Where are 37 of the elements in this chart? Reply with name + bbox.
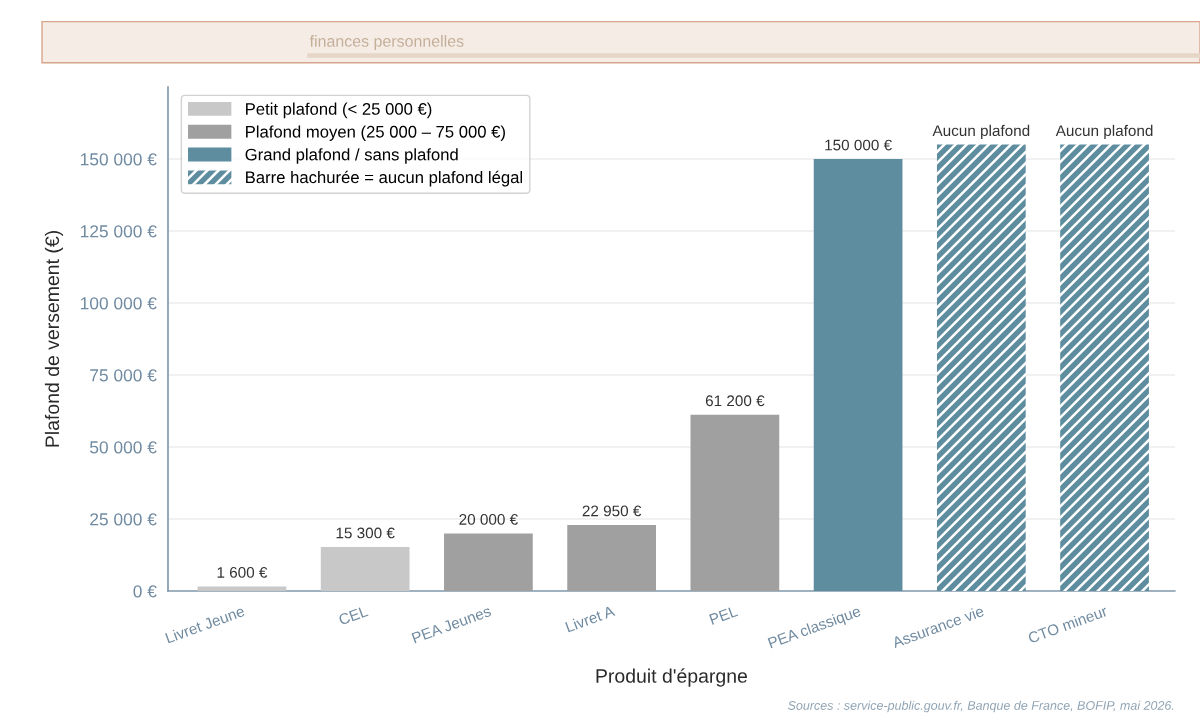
legend-label: Barre hachurée = aucun plafond légal — [246, 170, 523, 187]
y-tick-label: 25 000 € — [90, 513, 157, 526]
legend-label: Grand plafond / sans plafond — [245, 148, 458, 164]
data-label: Aucun plafond — [1055, 124, 1153, 140]
data-label: 150 000 € — [825, 139, 892, 151]
bar — [1060, 144, 1149, 591]
y-tick-label: 75 000 € — [90, 369, 157, 382]
x-tick-label: Livret Jeune — [164, 605, 246, 644]
y-tick-label: 125 000 € — [80, 225, 157, 238]
legend-label: Petit plafond (< 25 000 €) — [246, 102, 432, 119]
bar — [320, 546, 410, 591]
data-label: 1 600 € — [217, 567, 268, 578]
y-tick-label: 0 € — [133, 585, 157, 598]
bar — [690, 414, 780, 591]
x-tick-label: CEL — [338, 605, 369, 626]
x-tick-label: CTO mineur — [1027, 604, 1109, 644]
data-label: Aucun plafond — [932, 124, 1030, 140]
bar — [813, 159, 903, 591]
y-axis-title: Plafond de versement (€) — [44, 231, 63, 447]
bar — [936, 144, 1026, 591]
y-tick-label: 100 000 € — [80, 297, 157, 310]
y-tick-label: 50 000 € — [90, 441, 157, 454]
bar — [444, 533, 533, 591]
legend-label: Plafond moyen (25 000 – 75 000 €) — [246, 125, 505, 141]
data-label: 61 200 € — [705, 395, 765, 407]
bar — [197, 586, 287, 591]
x-tick-label: PEA Jeunes — [411, 605, 492, 644]
data-label: 15 300 € — [336, 527, 395, 539]
x-tick-label: Livret A — [564, 604, 616, 633]
source-note: Sources : service-public.gouv.fr, Banque de France, BOFIP, mai 2026. — [787, 700, 1174, 713]
y-tick-label: 150 000 € — [80, 153, 157, 166]
data-label: 20 000 € — [459, 514, 518, 525]
x-tick-label: PEL — [709, 605, 739, 625]
data-label: 22 950 € — [582, 505, 642, 517]
x-axis-title: Produit d'épargne — [596, 668, 747, 687]
chart-subtitle: finances personnelles — [309, 35, 464, 50]
bar — [567, 524, 656, 591]
